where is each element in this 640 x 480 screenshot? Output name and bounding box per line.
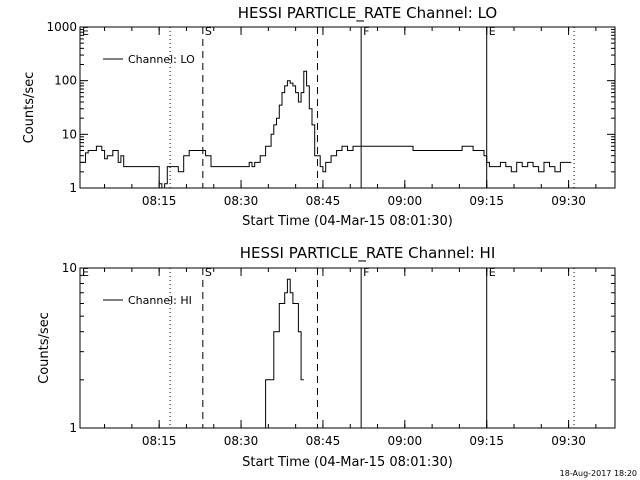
- y-tick-label: 1: [69, 421, 77, 435]
- y-tick-label: 1: [69, 181, 77, 195]
- y-axis-title: Counts/sec: [22, 72, 37, 144]
- chart-panel-1: HESSI PARTICLE_RATE Channel: LO 08:15 08:3…: [22, 4, 616, 229]
- event-marker-label: E: [82, 25, 89, 38]
- chart-panel-2: HESSI PARTICLE_RATE Channel: HI 08:15 08:3…: [37, 244, 616, 470]
- legend-entry: Channel: HI: [128, 294, 192, 307]
- y-tick-label: 1000: [46, 20, 77, 34]
- y-axis-title: Counts/sec: [37, 312, 52, 384]
- x-tick-label: 09:15: [469, 434, 504, 448]
- x-tick-label: 09:00: [388, 194, 423, 208]
- event-marker-label: F: [363, 266, 369, 279]
- plot-frame: [79, 26, 616, 189]
- x-axis-title: Start Time (04-Mar-15 08:01:30): [242, 214, 453, 229]
- series-line-1: [262, 278, 304, 429]
- event-marker-label: E: [82, 266, 89, 279]
- chart-title: HESSI PARTICLE_RATE Channel: HI: [240, 244, 496, 263]
- footer-timestamp: 18-Aug-2017 18:20: [560, 469, 637, 478]
- event-marker-label: E: [489, 25, 496, 38]
- x-tick-label: 08:30: [224, 434, 259, 448]
- x-tick-label: 08:30: [224, 194, 259, 208]
- event-marker-label: S: [205, 266, 212, 279]
- chart-title: HESSI PARTICLE_RATE Channel: LO: [238, 4, 497, 23]
- x-tick-label: 09:30: [551, 194, 586, 208]
- x-tick-label: 08:45: [306, 434, 341, 448]
- plot-frame: [79, 267, 616, 429]
- y-tick-label: 100: [54, 74, 77, 88]
- y-tick-label: 10: [62, 127, 77, 141]
- event-marker-label: F: [363, 25, 369, 38]
- x-tick-label: 08:45: [306, 194, 341, 208]
- x-tick-label: 08:15: [142, 434, 177, 448]
- series-line-1: [80, 70, 572, 189]
- legend-entry: Channel: LO: [128, 53, 195, 66]
- x-tick-label: 09:30: [551, 434, 586, 448]
- y-tick-label: 10: [62, 261, 77, 275]
- x-tick-label: 09:15: [469, 194, 504, 208]
- x-tick-label: 08:15: [142, 194, 177, 208]
- x-tick-label: 09:00: [388, 434, 423, 448]
- event-marker-label: S: [205, 25, 212, 38]
- event-marker-label: E: [489, 266, 496, 279]
- x-axis-title: Start Time (04-Mar-15 08:01:30): [242, 455, 453, 470]
